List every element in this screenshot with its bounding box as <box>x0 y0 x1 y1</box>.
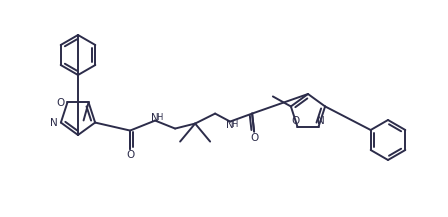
Text: N: N <box>50 118 58 128</box>
Text: N: N <box>226 120 234 130</box>
Text: O: O <box>250 133 258 143</box>
Text: O: O <box>126 150 134 159</box>
Text: O: O <box>56 99 65 108</box>
Text: H: H <box>231 120 237 129</box>
Text: N: N <box>317 116 324 126</box>
Text: O: O <box>291 116 300 126</box>
Text: N: N <box>151 113 159 123</box>
Text: H: H <box>156 113 162 122</box>
